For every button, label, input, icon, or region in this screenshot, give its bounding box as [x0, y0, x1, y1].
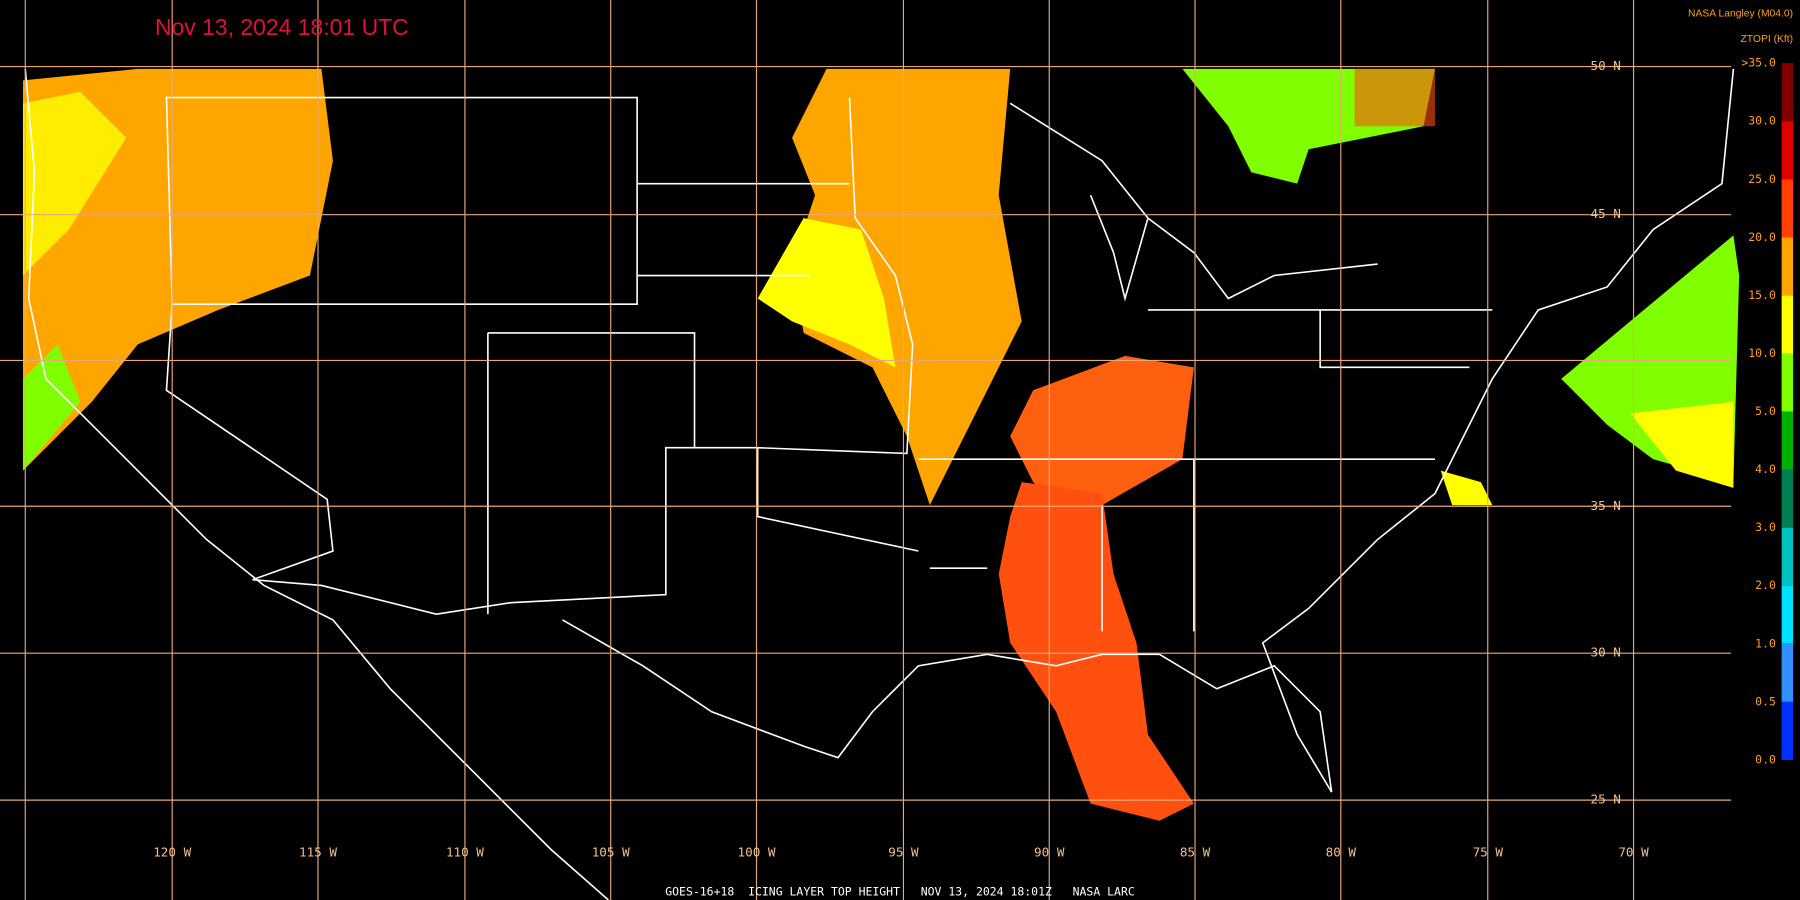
lon-label: 90 W	[1034, 844, 1065, 859]
east-gulf-coast	[562, 68, 1735, 793]
lat-label: 25 N	[1591, 792, 1621, 807]
lon-label: 80 W	[1326, 844, 1357, 859]
colorbar-swatch	[1781, 63, 1794, 122]
lon-label: 95 W	[888, 844, 919, 859]
graticule: 120 W 115 W 110 W 105 W 100 W 95 W 90 W 85 W 80 …	[0, 0, 1732, 900]
lon-label: 75 W	[1473, 844, 1504, 859]
colorbar-label: 3.0	[1755, 520, 1776, 534]
colorbar-swatch	[1781, 701, 1794, 760]
colorbar-label: >35.0	[1741, 56, 1776, 70]
colorbar-swatch	[1781, 585, 1794, 644]
colorbar-swatch	[1781, 411, 1794, 470]
state-lines	[165, 96, 1493, 632]
lat-label: 50 N	[1591, 58, 1621, 73]
colorbar-label: 10.0	[1748, 346, 1776, 360]
cloud-west-green	[22, 344, 81, 471]
colorbar-label: 1.0	[1755, 636, 1776, 650]
lat-label: 45 N	[1591, 206, 1621, 221]
timestamp: Nov 13, 2024 18:01 UTC	[155, 14, 409, 40]
lon-label: 105 W	[592, 844, 630, 859]
great-lakes	[1009, 102, 1378, 302]
cloud-ohio	[1010, 355, 1194, 517]
cloud-central	[792, 68, 1022, 506]
colorbar-label: 0.5	[1755, 694, 1776, 708]
west-coast	[24, 68, 609, 900]
colorbar-swatch	[1781, 179, 1794, 238]
cloud-cover	[22, 68, 1740, 821]
cloud-virginia	[1440, 470, 1493, 506]
colorbar-swatch	[1781, 237, 1794, 296]
cloud-central-yellow	[757, 218, 896, 368]
cloud-south	[998, 482, 1194, 821]
borders	[24, 68, 1735, 900]
cloud-atlantic-yellow	[1630, 401, 1734, 488]
lon-label: 85 W	[1180, 844, 1211, 859]
colorbar-label: 30.0	[1748, 114, 1776, 128]
lat-label: 35 N	[1591, 498, 1621, 513]
colorbar-label: 4.0	[1755, 462, 1776, 476]
colorbar-swatch	[1781, 353, 1794, 412]
colorbar-swatch	[1781, 295, 1794, 354]
cloud-west-yellow	[22, 91, 127, 276]
colorbar: >35.0 30.0 25.0 20.0 15.0 10.0 5.0 4.0 3.0 2.0 1.0…	[1741, 56, 1794, 766]
footer-caption: GOES-16+18 ICING LAYER TOP HEIGHT NOV 13…	[665, 884, 1135, 898]
lon-label: 100 W	[738, 844, 776, 859]
cloud-ontario-red	[1354, 68, 1435, 127]
lon-label: 110 W	[446, 844, 484, 859]
colorbar-label: 5.0	[1755, 404, 1776, 418]
source-label: NASA Langley (M04.0)	[1688, 9, 1793, 20]
lon-label: 120 W	[153, 844, 191, 859]
legend-title: ZTOPI (Kft)	[1741, 34, 1794, 45]
colorbar-label: 25.0	[1748, 172, 1776, 186]
colorbar-label: 20.0	[1748, 230, 1776, 244]
colorbar-swatch	[1781, 527, 1794, 586]
colorbar-label: 0.0	[1755, 752, 1776, 766]
colorbar-swatch	[1781, 121, 1794, 180]
colorbar-label: 2.0	[1755, 578, 1776, 592]
lon-label: 115 W	[299, 844, 337, 859]
colorbar-label: 15.0	[1748, 288, 1776, 302]
lon-label: 70 W	[1618, 844, 1649, 859]
lat-label: 30 N	[1591, 645, 1621, 660]
colorbar-swatch	[1781, 469, 1794, 528]
colorbar-swatch	[1781, 643, 1794, 702]
